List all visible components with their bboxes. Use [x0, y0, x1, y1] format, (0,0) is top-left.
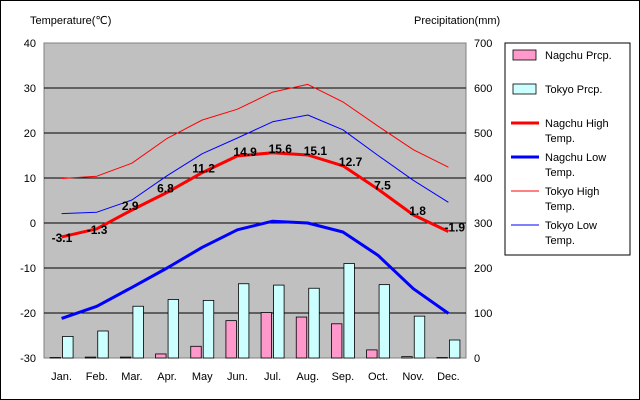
plot-background [43, 42, 467, 359]
bar-nagchu-prcp [260, 312, 272, 359]
bar-tokyo-prcp [273, 284, 285, 359]
left-tick-label: -30 [20, 353, 36, 365]
plot-area [43, 42, 467, 359]
bar-tokyo-prcp [378, 284, 390, 359]
data-label: 1.8 [409, 204, 426, 218]
bar-nagchu-prcp [155, 353, 167, 359]
data-label: 14.9 [233, 145, 257, 159]
x-tick-label: Dec. [437, 371, 460, 383]
x-tick-label: Feb. [86, 371, 108, 383]
data-label: 12.7 [339, 155, 363, 169]
data-label: 15.6 [269, 142, 293, 156]
bar-nagchu-prcp [190, 345, 202, 359]
legend-label: Nagchu High Temp. [545, 118, 609, 145]
left-tick-label: 40 [24, 38, 36, 50]
data-label: 6.8 [157, 181, 174, 195]
legend-label: Nagchu Prcp. [545, 50, 612, 62]
bar-nagchu-prcp [84, 356, 97, 359]
right-tick-label: 700 [474, 38, 492, 50]
bar-tokyo-prcp [343, 263, 355, 359]
x-tick-label: Oct. [368, 371, 388, 383]
data-label: -3.1 [52, 231, 73, 245]
bar-nagchu-prcp [401, 356, 413, 359]
legend-swatch [512, 49, 537, 61]
right-tick-label: 300 [474, 218, 492, 230]
bar-nagchu-prcp [225, 320, 237, 359]
temperature-lines [61, 83, 450, 320]
left-tick-label: 10 [24, 173, 36, 185]
left-tick-label: 0 [30, 218, 36, 230]
bar-nagchu-prcp [120, 356, 132, 359]
nagchu-low-temp-line [61, 219, 450, 320]
x-tick-label: Jun. [227, 371, 248, 383]
legend-swatch [512, 83, 537, 95]
bar-tokyo-prcp [167, 299, 179, 359]
bar-tokyo-prcp [202, 299, 215, 359]
right-axis-title: Precipitation(mm) [414, 15, 500, 27]
nagchu-high-temp-line [61, 151, 450, 239]
x-tick-label: Sep. [332, 371, 355, 383]
bar-tokyo-prcp [449, 339, 461, 359]
data-label: -1.3 [87, 223, 108, 237]
data-label: 7.5 [374, 178, 391, 192]
bar-nagchu-prcp [295, 316, 308, 359]
bar-tokyo-prcp [413, 315, 426, 359]
x-tick-label: Jan. [51, 371, 72, 383]
data-labels: -3.1 -1.3 2.9 6.8 11.2 14.9 15.6 15.1 12.7 7.5 1.8… [52, 142, 466, 245]
precipitation-bars [49, 263, 461, 359]
x-tick-label: Apr. [157, 371, 177, 383]
left-axis-title: Temperature(℃) [30, 15, 111, 27]
left-tick-label: 20 [24, 128, 36, 140]
right-tick-label: 600 [474, 83, 492, 95]
data-label: 11.2 [192, 162, 215, 176]
x-tick-label: May [192, 371, 213, 383]
right-axis-ticks: 700 600 500 400 300 200 100 0 [474, 38, 492, 365]
x-tick-label: Aug. [296, 371, 319, 383]
left-tick-label: -20 [20, 308, 36, 320]
x-tick-label: Jul. [264, 371, 281, 383]
legend-label: Tokyo High Temp. [545, 186, 599, 213]
data-label: 2.9 [122, 199, 139, 213]
right-tick-label: 200 [474, 263, 492, 275]
legend-label: Tokyo Prcp. [545, 84, 602, 96]
data-label: -1.9 [444, 221, 465, 235]
bar-tokyo-prcp [132, 305, 144, 359]
left-tick-label: 30 [24, 83, 36, 95]
right-tick-label: 100 [474, 308, 492, 320]
legend-label: Nagchu Low Temp. [545, 152, 606, 179]
bar-tokyo-prcp [62, 335, 74, 359]
x-tick-label: Mar. [121, 371, 142, 383]
right-tick-label: 0 [474, 353, 480, 365]
tokyo-low-temp-line [61, 114, 449, 215]
tokyo-high-temp-line [61, 83, 449, 179]
legend-label: Tokyo Low Temp. [545, 220, 597, 247]
x-axis-ticks: Jan. Feb. Mar. Apr. May Jun. Jul. Aug. Sep. Oct. N… [51, 371, 460, 383]
x-tick-label: Nov. [402, 371, 424, 383]
bar-tokyo-prcp [238, 283, 250, 359]
legend: Nagchu Prcp. Tokyo Prcp. Nagchu High Temp. N… [504, 42, 631, 256]
bar-nagchu-prcp [366, 349, 378, 359]
legend-box [504, 42, 631, 256]
bar-tokyo-prcp [308, 287, 320, 359]
right-tick-label: 500 [474, 128, 492, 140]
left-axis-ticks: 40 30 20 10 0 -10 -20 -30 [20, 38, 36, 365]
left-tick-label: -10 [20, 263, 36, 275]
gridlines [44, 87, 466, 314]
data-label: 15.1 [304, 144, 328, 158]
bar-tokyo-prcp [97, 330, 109, 359]
right-tick-label: 400 [474, 173, 492, 185]
bar-nagchu-prcp [331, 323, 343, 359]
